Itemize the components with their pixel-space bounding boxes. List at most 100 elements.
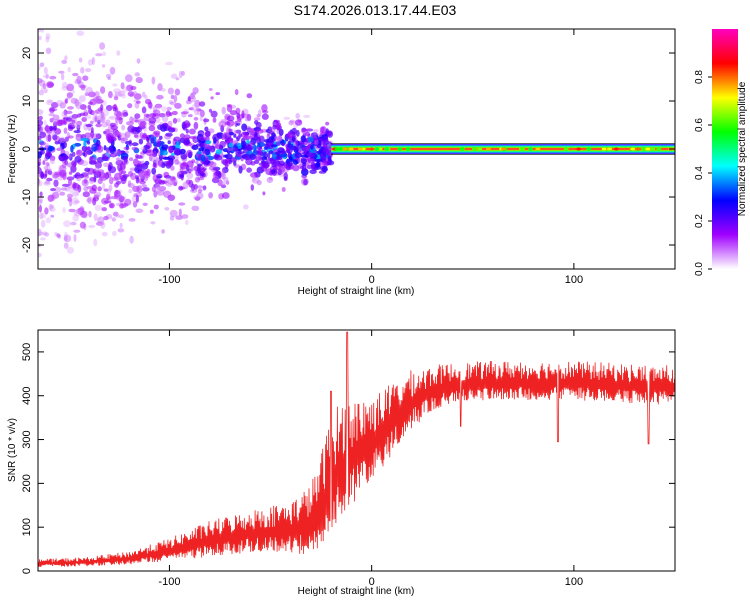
spectrogram-blob xyxy=(213,154,221,158)
spectrogram-blob xyxy=(314,139,319,145)
spectrogram-blob xyxy=(120,138,126,144)
spectrogram-blob xyxy=(183,120,191,129)
spectrogram-blob xyxy=(93,238,98,247)
spectrogram-blob xyxy=(48,113,55,117)
spectrogram-blob xyxy=(109,147,114,153)
spectrogram-blob xyxy=(95,221,104,226)
spectrogram-blob xyxy=(73,142,82,147)
spectrogram-blob xyxy=(221,181,227,186)
spectrogram-blob xyxy=(71,164,76,171)
spectrogram-blob xyxy=(115,214,121,218)
spectrogram-blob xyxy=(97,169,104,173)
spectrogram-blob xyxy=(193,195,202,201)
snr-ytick-label: 200 xyxy=(21,474,33,492)
spectrogram-blob xyxy=(84,147,93,151)
spectrogram-blob xyxy=(271,132,276,138)
spectrogram-blob xyxy=(326,160,335,166)
spectrogram-blob xyxy=(325,121,330,126)
spectrogram-blob xyxy=(153,204,159,210)
spectrogram-blob xyxy=(128,170,133,177)
spectrogram-blob xyxy=(215,149,222,155)
spectrogram-blob xyxy=(243,204,249,210)
spectrogram-blob xyxy=(70,221,77,226)
snr-frame xyxy=(37,329,676,572)
spectrogram-blob xyxy=(49,157,56,165)
spectrogram-blob xyxy=(135,77,143,84)
snr-ytick-label: 100 xyxy=(21,518,33,536)
spectrogram-blob xyxy=(100,86,106,94)
spectrogram-blob xyxy=(153,190,158,198)
spectrogram-blob xyxy=(109,66,116,75)
spectrogram-blob xyxy=(39,237,46,241)
spectrogram-blob xyxy=(143,173,151,179)
spectrogram-blob xyxy=(176,117,181,123)
spectrogram-blob xyxy=(173,147,182,156)
spectrogram-blob xyxy=(253,133,258,138)
spectrogram-blob xyxy=(74,99,80,107)
spectrogram-blob xyxy=(186,172,194,180)
spectrogram-blob xyxy=(156,138,162,147)
spectrogram-blob xyxy=(146,149,152,153)
spectrogram-blob xyxy=(124,140,132,145)
spectrogram-blob xyxy=(67,122,75,129)
spectrogram-blob xyxy=(76,30,85,36)
spectrogram-blob xyxy=(195,160,199,165)
spectrogram-blob xyxy=(100,221,106,229)
spectrogram-blob xyxy=(262,191,266,196)
spectrogram-blob xyxy=(73,130,81,134)
spectrogram-blob xyxy=(63,242,69,249)
spectrogram-blob xyxy=(96,117,105,123)
spectrogram-blob xyxy=(95,115,102,119)
spectrogram-blob xyxy=(47,146,55,151)
spectrogram-blob xyxy=(53,125,58,130)
spectrogram-blob xyxy=(63,109,68,116)
spectrogram-blob xyxy=(101,231,108,237)
spectrogram-blob xyxy=(67,197,73,202)
spectrogram-blob xyxy=(81,145,88,152)
spectrogram-blob xyxy=(250,184,254,191)
spectrogram-blob xyxy=(165,110,171,117)
spectrogram-blob xyxy=(50,194,56,201)
spectrogram-blob xyxy=(169,175,177,182)
spectrogram-blob xyxy=(138,171,143,178)
spectrogram-blob xyxy=(42,160,46,165)
spectrogram-blob xyxy=(280,148,286,154)
spectrogram-blob xyxy=(113,110,122,118)
narrowband-knot xyxy=(650,147,656,151)
spectrogram-blob xyxy=(276,135,283,142)
spectrogram-blob xyxy=(310,145,314,150)
spectrogram-blob xyxy=(140,175,145,182)
spectrogram-blob xyxy=(313,165,322,170)
spectrogram-blob xyxy=(141,184,148,188)
spectrogram-blob xyxy=(97,216,105,224)
colorbar-tick-label: 0.8 xyxy=(694,70,705,84)
spectrogram-blob xyxy=(108,91,113,99)
spectrogram-blob xyxy=(154,103,163,109)
spectrogram-blob xyxy=(233,133,237,138)
spectrogram-blob xyxy=(54,171,62,176)
spectrogram-blob xyxy=(95,53,103,57)
spectrogram-blob xyxy=(106,188,111,196)
spectrogram-blob xyxy=(208,161,217,168)
spectrogram-blob xyxy=(154,187,163,194)
spectrogram-blob xyxy=(38,252,42,258)
spectrogram-blob xyxy=(175,215,183,220)
spectrogram-blob xyxy=(88,101,93,105)
colorbar-tick-label: 0.2 xyxy=(694,214,705,228)
spectrogram-blob xyxy=(48,168,53,176)
spectrogram-blob xyxy=(217,179,223,187)
spectrogram-blob xyxy=(80,160,89,167)
spectrogram-blob xyxy=(38,115,43,121)
spectrogram-blob xyxy=(149,209,154,214)
spectrogram-blob xyxy=(111,217,117,222)
spectrogram-blob xyxy=(162,156,171,160)
spectrogram-blob xyxy=(51,129,56,137)
spectrogram-blob xyxy=(106,193,111,201)
spectrogram-blob xyxy=(39,286,46,290)
spectrogram-blob xyxy=(226,115,235,122)
spectrogram-blob xyxy=(262,163,268,167)
spectrogram-blob xyxy=(113,88,121,94)
spectrogram-blob xyxy=(188,179,194,188)
spectrogram-blob xyxy=(85,114,92,120)
